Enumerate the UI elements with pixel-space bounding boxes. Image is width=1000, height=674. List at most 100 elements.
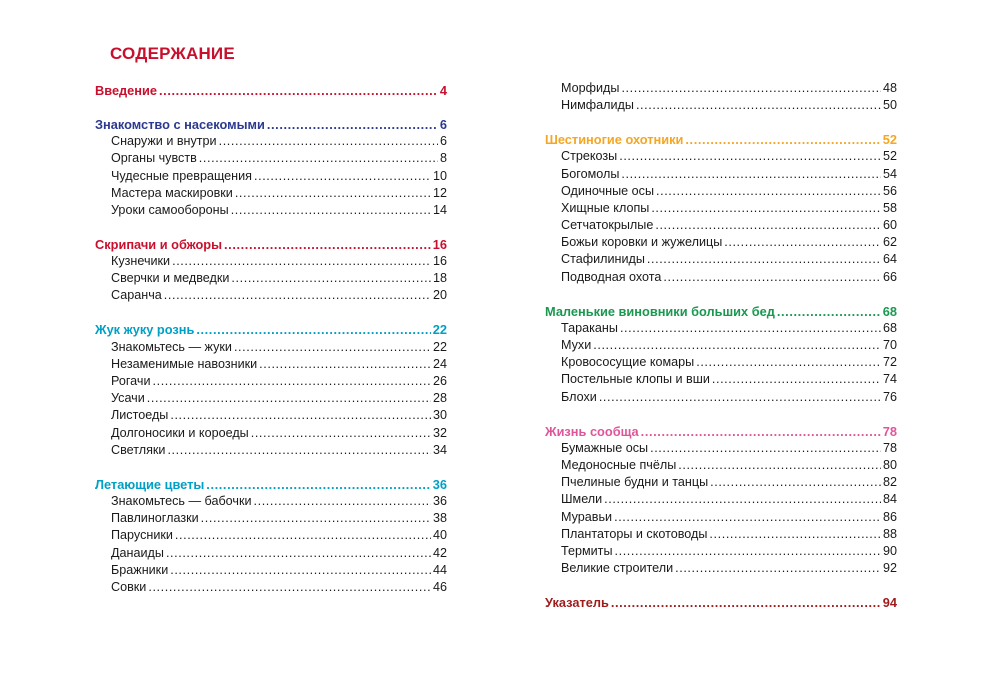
toc-entry[interactable]: Морфиды.................................… bbox=[545, 80, 897, 97]
toc-entry-page: 84 bbox=[882, 492, 897, 507]
toc-entry-label: Знакомьтесь — жуки bbox=[111, 339, 232, 354]
toc-entry[interactable]: Органы чувств...........................… bbox=[95, 150, 447, 167]
dot-leader: ........................................… bbox=[163, 288, 431, 303]
toc-entry-page: 22 bbox=[432, 322, 447, 338]
dot-leader: ........................................… bbox=[685, 132, 881, 148]
toc-section-heading[interactable]: Маленькие виновники больших бед.........… bbox=[545, 303, 897, 320]
toc-entry-page: 72 bbox=[882, 355, 897, 370]
toc-entry[interactable]: Знакомьтесь — бабочки...................… bbox=[95, 493, 447, 510]
toc-entry[interactable]: Пчелиные будни и танцы..................… bbox=[545, 474, 897, 491]
toc-entry[interactable]: Листоеды................................… bbox=[95, 407, 447, 424]
toc-entry-page: 32 bbox=[432, 425, 447, 440]
toc-entry-label: Знакомьтесь — бабочки bbox=[111, 493, 252, 508]
toc-entry-label: Тараканы bbox=[561, 320, 618, 335]
toc-entry[interactable]: Одиночные осы...........................… bbox=[545, 183, 897, 200]
toc-entry[interactable]: Блохи...................................… bbox=[545, 389, 897, 406]
toc-section-heading[interactable]: Знакомство с насекомыми.................… bbox=[95, 116, 447, 133]
toc-entry[interactable]: Данаиды.................................… bbox=[95, 545, 447, 562]
toc-entry-page: 16 bbox=[432, 254, 447, 269]
toc-entry[interactable]: Стрекозы................................… bbox=[545, 148, 897, 165]
dot-leader: ........................................… bbox=[196, 322, 430, 338]
toc-entry[interactable]: Сетчатокрылые...........................… bbox=[545, 217, 897, 234]
toc-entry[interactable]: Долгоносики и короеды...................… bbox=[95, 425, 447, 442]
toc-entry-label: Маленькие виновники больших бед bbox=[545, 303, 775, 319]
toc-entry[interactable]: Тараканы................................… bbox=[545, 320, 897, 337]
toc-entry[interactable]: Павлиноглазки...........................… bbox=[95, 510, 447, 527]
dot-leader: ........................................… bbox=[711, 372, 881, 387]
toc-section-heading[interactable]: Летающие цветы..........................… bbox=[95, 476, 447, 493]
toc-entry-page: 4 bbox=[439, 83, 447, 98]
toc-entry[interactable]: Знакомьтесь — жуки......................… bbox=[95, 339, 447, 356]
toc-entry[interactable]: Снаружи и внутри........................… bbox=[95, 133, 447, 150]
toc-entry-page: 80 bbox=[882, 457, 897, 472]
toc-entry-page: 24 bbox=[432, 356, 447, 371]
toc-entry[interactable]: Муравьи.................................… bbox=[545, 509, 897, 526]
toc-entry-label: Кровососущие комары bbox=[561, 355, 695, 370]
toc-section-heading[interactable]: Скрипачи и обжоры.......................… bbox=[95, 236, 447, 253]
toc-entry[interactable]: Незаменимые навозники...................… bbox=[95, 356, 447, 373]
toc-entry[interactable]: Плантаторы и скотоводы..................… bbox=[545, 526, 897, 543]
toc-entry[interactable]: Саранча.................................… bbox=[95, 287, 447, 304]
toc-entry-label: Стафилиниды bbox=[561, 252, 645, 267]
toc-entry-page: 82 bbox=[882, 475, 897, 490]
toc-section-heading[interactable]: Жизнь сообща............................… bbox=[545, 423, 897, 440]
toc-entry[interactable]: Нимфалиды...............................… bbox=[545, 97, 897, 114]
toc-section-heading[interactable]: Жук жуку рознь..........................… bbox=[95, 321, 447, 338]
toc-entry[interactable]: Божьи коровки и жужелицы................… bbox=[545, 234, 897, 251]
toc-section-heading[interactable]: Шестиногие охотники.....................… bbox=[545, 131, 897, 148]
toc-section-heading[interactable]: Указатель...............................… bbox=[545, 594, 897, 611]
dot-leader: ........................................… bbox=[198, 151, 438, 166]
toc-entry[interactable]: Парусники...............................… bbox=[95, 527, 447, 544]
dot-leader: ........................................… bbox=[650, 440, 881, 455]
toc-entry[interactable]: Рогачи..................................… bbox=[95, 373, 447, 390]
toc-entry[interactable]: Усачи...................................… bbox=[95, 390, 447, 407]
toc-entry[interactable]: Чудесные превращения....................… bbox=[95, 168, 447, 185]
toc-entry-label: Долгоносики и короеды bbox=[111, 425, 249, 440]
toc-entry[interactable]: Бражники................................… bbox=[95, 562, 447, 579]
toc-entry[interactable]: Подводная охота.........................… bbox=[545, 269, 897, 286]
toc-entry[interactable]: Богомолы................................… bbox=[545, 166, 897, 183]
toc-entry-page: 94 bbox=[882, 595, 897, 611]
toc-entry[interactable]: Кровососущие комары.....................… bbox=[545, 354, 897, 371]
toc-entry-page: 62 bbox=[882, 235, 897, 250]
toc-entry[interactable]: Термиты.................................… bbox=[545, 543, 897, 560]
dot-leader: ........................................… bbox=[254, 168, 431, 183]
toc-entry[interactable]: Сверчки и медведки......................… bbox=[95, 270, 447, 287]
toc-entry[interactable]: Уроки самообороны.......................… bbox=[95, 202, 447, 219]
toc-entry[interactable]: Светляки................................… bbox=[95, 442, 447, 459]
toc-entry-label: Кузнечики bbox=[111, 254, 171, 269]
dot-leader: ........................................… bbox=[619, 320, 881, 335]
toc-entry[interactable]: Великие строители.......................… bbox=[545, 560, 897, 577]
dot-leader: ........................................… bbox=[148, 579, 431, 594]
toc-entry[interactable]: Медоносные пчёлы........................… bbox=[545, 457, 897, 474]
dot-leader: ........................................… bbox=[635, 98, 881, 113]
toc-entry[interactable]: Шмели...................................… bbox=[545, 491, 897, 508]
dot-leader: ........................................… bbox=[593, 338, 881, 353]
toc-entry-page: 88 bbox=[882, 526, 897, 541]
dot-leader: ........................................… bbox=[610, 595, 881, 611]
spacer bbox=[545, 406, 897, 423]
dot-leader: ........................................… bbox=[710, 475, 881, 490]
toc-entry[interactable]: Мухи....................................… bbox=[545, 337, 897, 354]
spacer bbox=[95, 99, 447, 116]
toc-entry[interactable]: Стафилиниды.............................… bbox=[545, 251, 897, 268]
toc-entry-label: Одиночные осы bbox=[561, 183, 655, 198]
toc-entry[interactable]: Мастера маскировки......................… bbox=[95, 185, 447, 202]
toc-entry-page: 38 bbox=[432, 511, 447, 526]
dot-leader: ........................................… bbox=[663, 269, 881, 284]
toc-entry[interactable]: Хищные клопы............................… bbox=[545, 200, 897, 217]
toc-section-heading[interactable]: Введение................................… bbox=[95, 82, 447, 99]
toc-entry[interactable]: Совки...................................… bbox=[95, 579, 447, 596]
toc-entry[interactable]: Кузнечики...............................… bbox=[95, 253, 447, 270]
dot-leader: ........................................… bbox=[172, 254, 431, 269]
toc-entry-page: 44 bbox=[432, 562, 447, 577]
toc-entry[interactable]: Постельные клопы и вши..................… bbox=[545, 371, 897, 388]
toc-entry[interactable]: Бумажные осы............................… bbox=[545, 440, 897, 457]
dot-leader: ........................................… bbox=[165, 545, 431, 560]
toc-entry-page: 34 bbox=[432, 442, 447, 457]
dot-leader: ........................................… bbox=[604, 492, 881, 507]
dot-leader: ........................................… bbox=[640, 423, 881, 439]
toc-entry-label: Усачи bbox=[111, 391, 145, 406]
toc-entry-page: 14 bbox=[432, 202, 447, 217]
toc-entry-page: 12 bbox=[432, 185, 447, 200]
